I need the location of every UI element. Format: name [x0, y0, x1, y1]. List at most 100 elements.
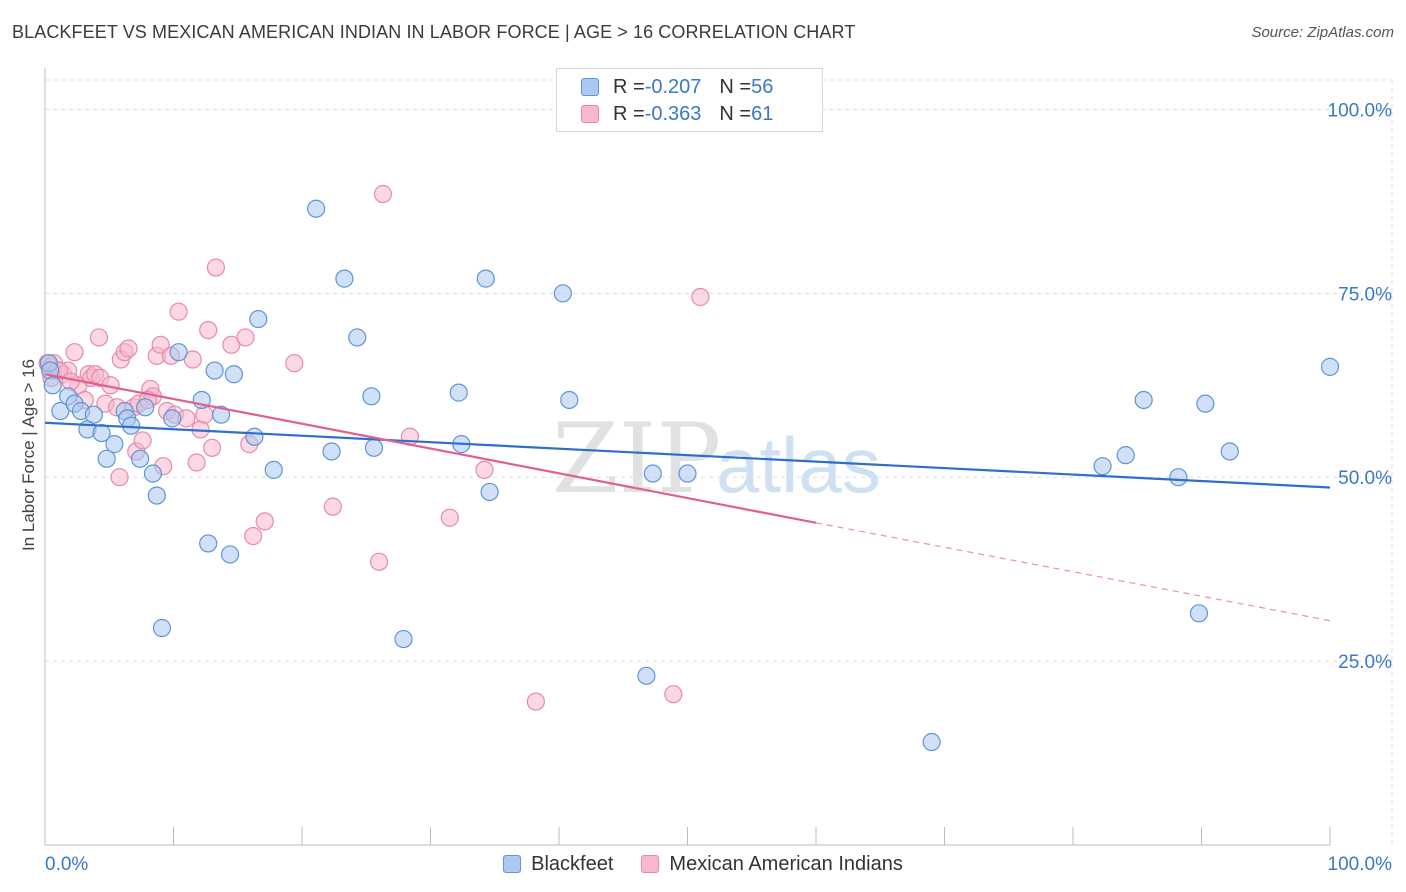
blackfeet-point — [130, 449, 150, 468]
blackfeet-point — [199, 534, 218, 553]
blackfeet-point — [136, 398, 155, 417]
blackfeet-point — [205, 361, 224, 380]
watermark-atlas: atlas — [716, 421, 881, 509]
source-credit: Source: ZipAtlas.com — [1251, 24, 1394, 41]
mexican-point — [255, 512, 274, 531]
r-label: R = — [613, 75, 645, 98]
blackfeet-point — [84, 405, 103, 424]
blackfeet-point — [264, 460, 283, 479]
mexican-point — [195, 405, 214, 424]
blackfeet-point — [637, 666, 656, 685]
mexican-swatch — [581, 105, 599, 123]
blackfeet-point — [1196, 394, 1215, 413]
blackfeet-point — [1220, 442, 1239, 461]
trend-extension-mexican — [815, 522, 1331, 622]
blackfeet-point — [1116, 446, 1135, 465]
mexican-point — [691, 287, 710, 307]
blackfeet-point — [364, 438, 384, 457]
r-value: -0.363 — [644, 102, 702, 125]
blackfeet-point — [147, 486, 166, 505]
mexican-point — [65, 343, 84, 362]
legend-item-mexican[interactable]: Mexican American Indians — [641, 852, 903, 876]
blackfeet-point — [220, 545, 240, 564]
blackfeet-point — [362, 387, 381, 406]
x-tick-label: 100.0% — [1328, 854, 1393, 875]
blackfeet-point — [394, 629, 413, 649]
blackfeet-point — [322, 442, 341, 461]
mexican-point — [187, 453, 206, 472]
n-value: 61 — [751, 102, 774, 125]
mexican-point — [222, 335, 241, 354]
mexican-point — [169, 302, 188, 321]
mexican-point — [202, 438, 222, 457]
mexican-point — [133, 431, 152, 450]
blackfeet-point — [480, 482, 499, 502]
mexican-point — [89, 328, 109, 347]
legend-label-blackfeet: Blackfeet — [531, 852, 614, 875]
r-label: R = — [613, 102, 645, 125]
y-tick-labels: 25.0% 50.0% 75.0% 100.0% — [1328, 100, 1393, 673]
blackfeet-point — [553, 284, 572, 303]
blackfeet-point — [643, 464, 662, 483]
blackfeet-point — [169, 343, 188, 362]
x-tick-labels: 0.0% 100.0% — [45, 854, 1392, 875]
blackfeet-point — [678, 464, 697, 483]
mexican-legend-swatch — [641, 855, 660, 873]
blackfeet-point — [476, 269, 495, 288]
blackfeet-point — [43, 376, 62, 395]
stats-row-blackfeet: R = -0.207 N = 56 — [581, 73, 773, 101]
trend-line-blackfeet — [44, 421, 1331, 489]
blackfeet-point — [1189, 604, 1209, 623]
blackfeet-legend-swatch — [503, 855, 522, 873]
trend-lines — [44, 373, 1331, 622]
mexican-point — [119, 339, 138, 358]
blackfeet-point — [449, 383, 468, 402]
blackfeet-swatch — [581, 78, 599, 96]
chart-title: BLACKFEET VS MEXICAN AMERICAN INDIAN IN … — [12, 22, 856, 42]
blackfeet-point — [245, 427, 264, 446]
y-tick-label: 75.0% — [1338, 284, 1392, 305]
blackfeet-point — [1134, 390, 1153, 410]
y-tick-label: 25.0% — [1338, 652, 1392, 673]
trend-line-mexican — [44, 373, 817, 524]
y-tick-label: 50.0% — [1338, 468, 1392, 489]
mexican-point — [199, 320, 218, 340]
blackfeet-point — [249, 309, 268, 329]
mexican-point — [373, 184, 393, 204]
legend-item-blackfeet[interactable]: Blackfeet — [503, 853, 613, 876]
mexican-point — [61, 372, 80, 391]
n-label: N = — [719, 75, 752, 98]
mexican-point — [244, 526, 263, 546]
watermark: ZIP atlas — [552, 403, 881, 515]
blackfeet-point — [348, 328, 367, 347]
stats-legend: R = -0.207 N = 56 R = -0.363 N = 61 — [556, 68, 823, 132]
legend-label-mexican: Mexican American Indians — [669, 852, 903, 875]
watermark-zip: ZIP — [552, 403, 721, 515]
series-legend: Blackfeet Mexican American Indians — [0, 850, 1406, 878]
mexican-point — [285, 354, 304, 373]
blackfeet-point — [51, 401, 70, 421]
y-tick-label: 100.0% — [1328, 100, 1393, 121]
blackfeet-point — [105, 435, 124, 454]
stats-row-mexican: R = -0.363 N = 61 — [581, 100, 773, 128]
blackfeet-point — [335, 269, 354, 288]
blackfeet-point — [307, 199, 326, 218]
r-value: -0.207 — [644, 75, 702, 98]
blackfeet-point — [143, 464, 163, 483]
series-blackfeet — [39, 199, 1340, 752]
blackfeet-point — [224, 365, 243, 384]
mexican-point — [664, 685, 683, 704]
x-tick-label: 0.0% — [45, 854, 88, 875]
mexican-point — [323, 497, 342, 516]
blackfeet-point — [1320, 357, 1340, 376]
blackfeet-point — [211, 405, 231, 424]
mexican-point — [236, 328, 255, 347]
mexican-point — [440, 508, 459, 527]
n-label: N = — [719, 102, 752, 125]
blackfeet-point — [1093, 457, 1112, 476]
blackfeet-point — [560, 390, 579, 410]
blackfeet-point — [152, 618, 172, 638]
mexican-point — [370, 552, 389, 571]
